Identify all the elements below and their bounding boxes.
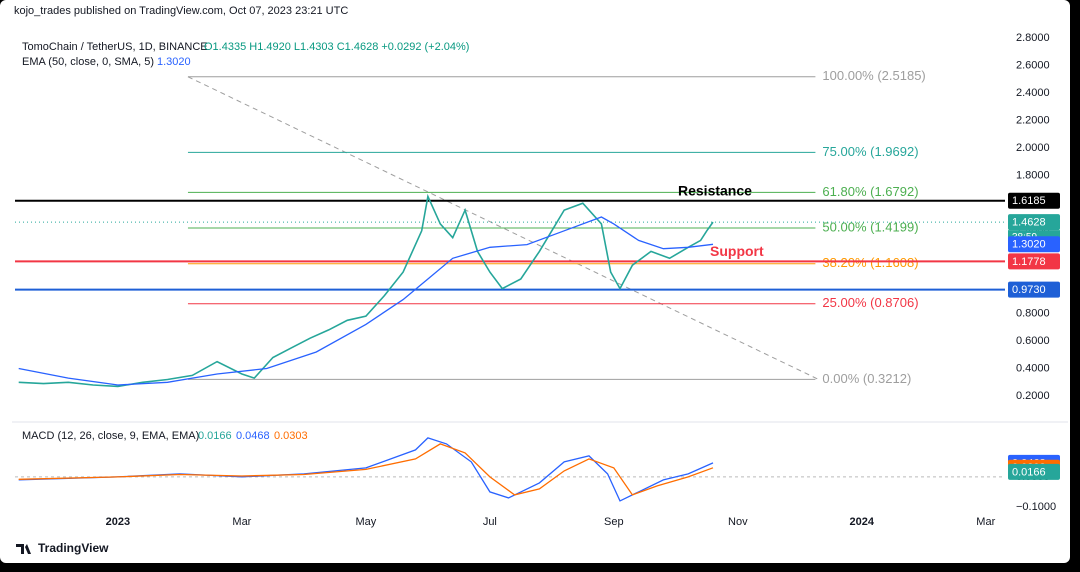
fib-label: 75.00% (1.9692) bbox=[822, 144, 918, 159]
symbol: TomoChain / TetherUS, 1D, BINANCE bbox=[22, 41, 208, 53]
ohlc: O1.4335 H1.4920 L1.4303 C1.4628 +0.0292 … bbox=[204, 41, 469, 53]
fib-label: 50.00% (1.4199) bbox=[822, 219, 918, 234]
x-tick-label: Nov bbox=[728, 516, 748, 528]
y-tick-label: 0.2000 bbox=[1016, 390, 1050, 402]
macd-badge-label: 0.0166 bbox=[1012, 466, 1046, 478]
macd-legend: MACD (12, 26, close, 9, EMA, EMA) bbox=[22, 430, 199, 442]
brand-logo bbox=[16, 544, 31, 554]
x-tick-label: 2024 bbox=[850, 516, 875, 528]
price-badge bbox=[1008, 281, 1060, 298]
price-badge-label: 1.6185 bbox=[1012, 195, 1046, 207]
panel bbox=[0, 0, 1070, 563]
series-line bbox=[18, 216, 714, 386]
fib-label: 100.00% (2.5185) bbox=[822, 68, 925, 83]
fib-label: 61.80% (1.6792) bbox=[822, 184, 918, 199]
price-badge bbox=[1008, 192, 1060, 209]
y-tick-label: 0.8000 bbox=[1016, 307, 1050, 319]
y-tick-label: −0.1000 bbox=[1016, 501, 1056, 513]
line-label: Resistance bbox=[678, 182, 752, 198]
fib-label: 38.20% (1.1608) bbox=[822, 255, 918, 270]
series-line bbox=[18, 193, 714, 388]
y-tick-label: 0.4000 bbox=[1016, 362, 1050, 374]
line-label: Support bbox=[710, 243, 764, 259]
x-tick-label: Sep bbox=[604, 516, 624, 528]
price-badge-label: 1.4628 bbox=[1012, 217, 1046, 229]
macd-legend-value: 0.0468 bbox=[236, 430, 270, 442]
macd-badge bbox=[1008, 463, 1060, 480]
ema-value: 1.3020 bbox=[157, 56, 191, 68]
price-badge bbox=[1008, 253, 1060, 270]
y-tick-label: 2.2000 bbox=[1016, 115, 1050, 127]
x-tick-label: Mar bbox=[976, 516, 995, 528]
y-tick-label: 2.6000 bbox=[1016, 59, 1050, 71]
macd-legend-value: 0.0166 bbox=[198, 430, 232, 442]
price-badge-label: 1.3020 bbox=[1012, 239, 1046, 251]
x-tick-label: Jul bbox=[483, 516, 497, 528]
x-tick-label: 2023 bbox=[106, 516, 130, 528]
y-tick-label: 2.8000 bbox=[1016, 32, 1050, 44]
y-tick-label: 0.6000 bbox=[1016, 335, 1050, 347]
y-tick-label: 2.4000 bbox=[1016, 87, 1050, 99]
y-tick-label: 2.0000 bbox=[1016, 142, 1050, 154]
price-badge bbox=[1008, 236, 1060, 253]
fib-label: 0.00% (0.3212) bbox=[822, 371, 911, 386]
series-line bbox=[18, 443, 714, 496]
price-badge-label: 0.9730 bbox=[1012, 284, 1046, 296]
x-tick-label: May bbox=[355, 516, 376, 528]
y-tick-label: 1.8000 bbox=[1016, 170, 1050, 182]
fib-label: 25.00% (0.8706) bbox=[822, 295, 918, 310]
macd-legend-value: 0.0303 bbox=[274, 430, 308, 442]
ema-legend: EMA (50, close, 0, SMA, 5) bbox=[22, 56, 154, 68]
price-badge bbox=[1008, 214, 1060, 231]
brand: TradingView bbox=[38, 541, 109, 555]
price-badge-label: 1.1778 bbox=[1012, 256, 1046, 268]
x-tick-label: Mar bbox=[232, 516, 251, 528]
publisher: kojo_trades published on TradingView.com… bbox=[14, 5, 348, 17]
